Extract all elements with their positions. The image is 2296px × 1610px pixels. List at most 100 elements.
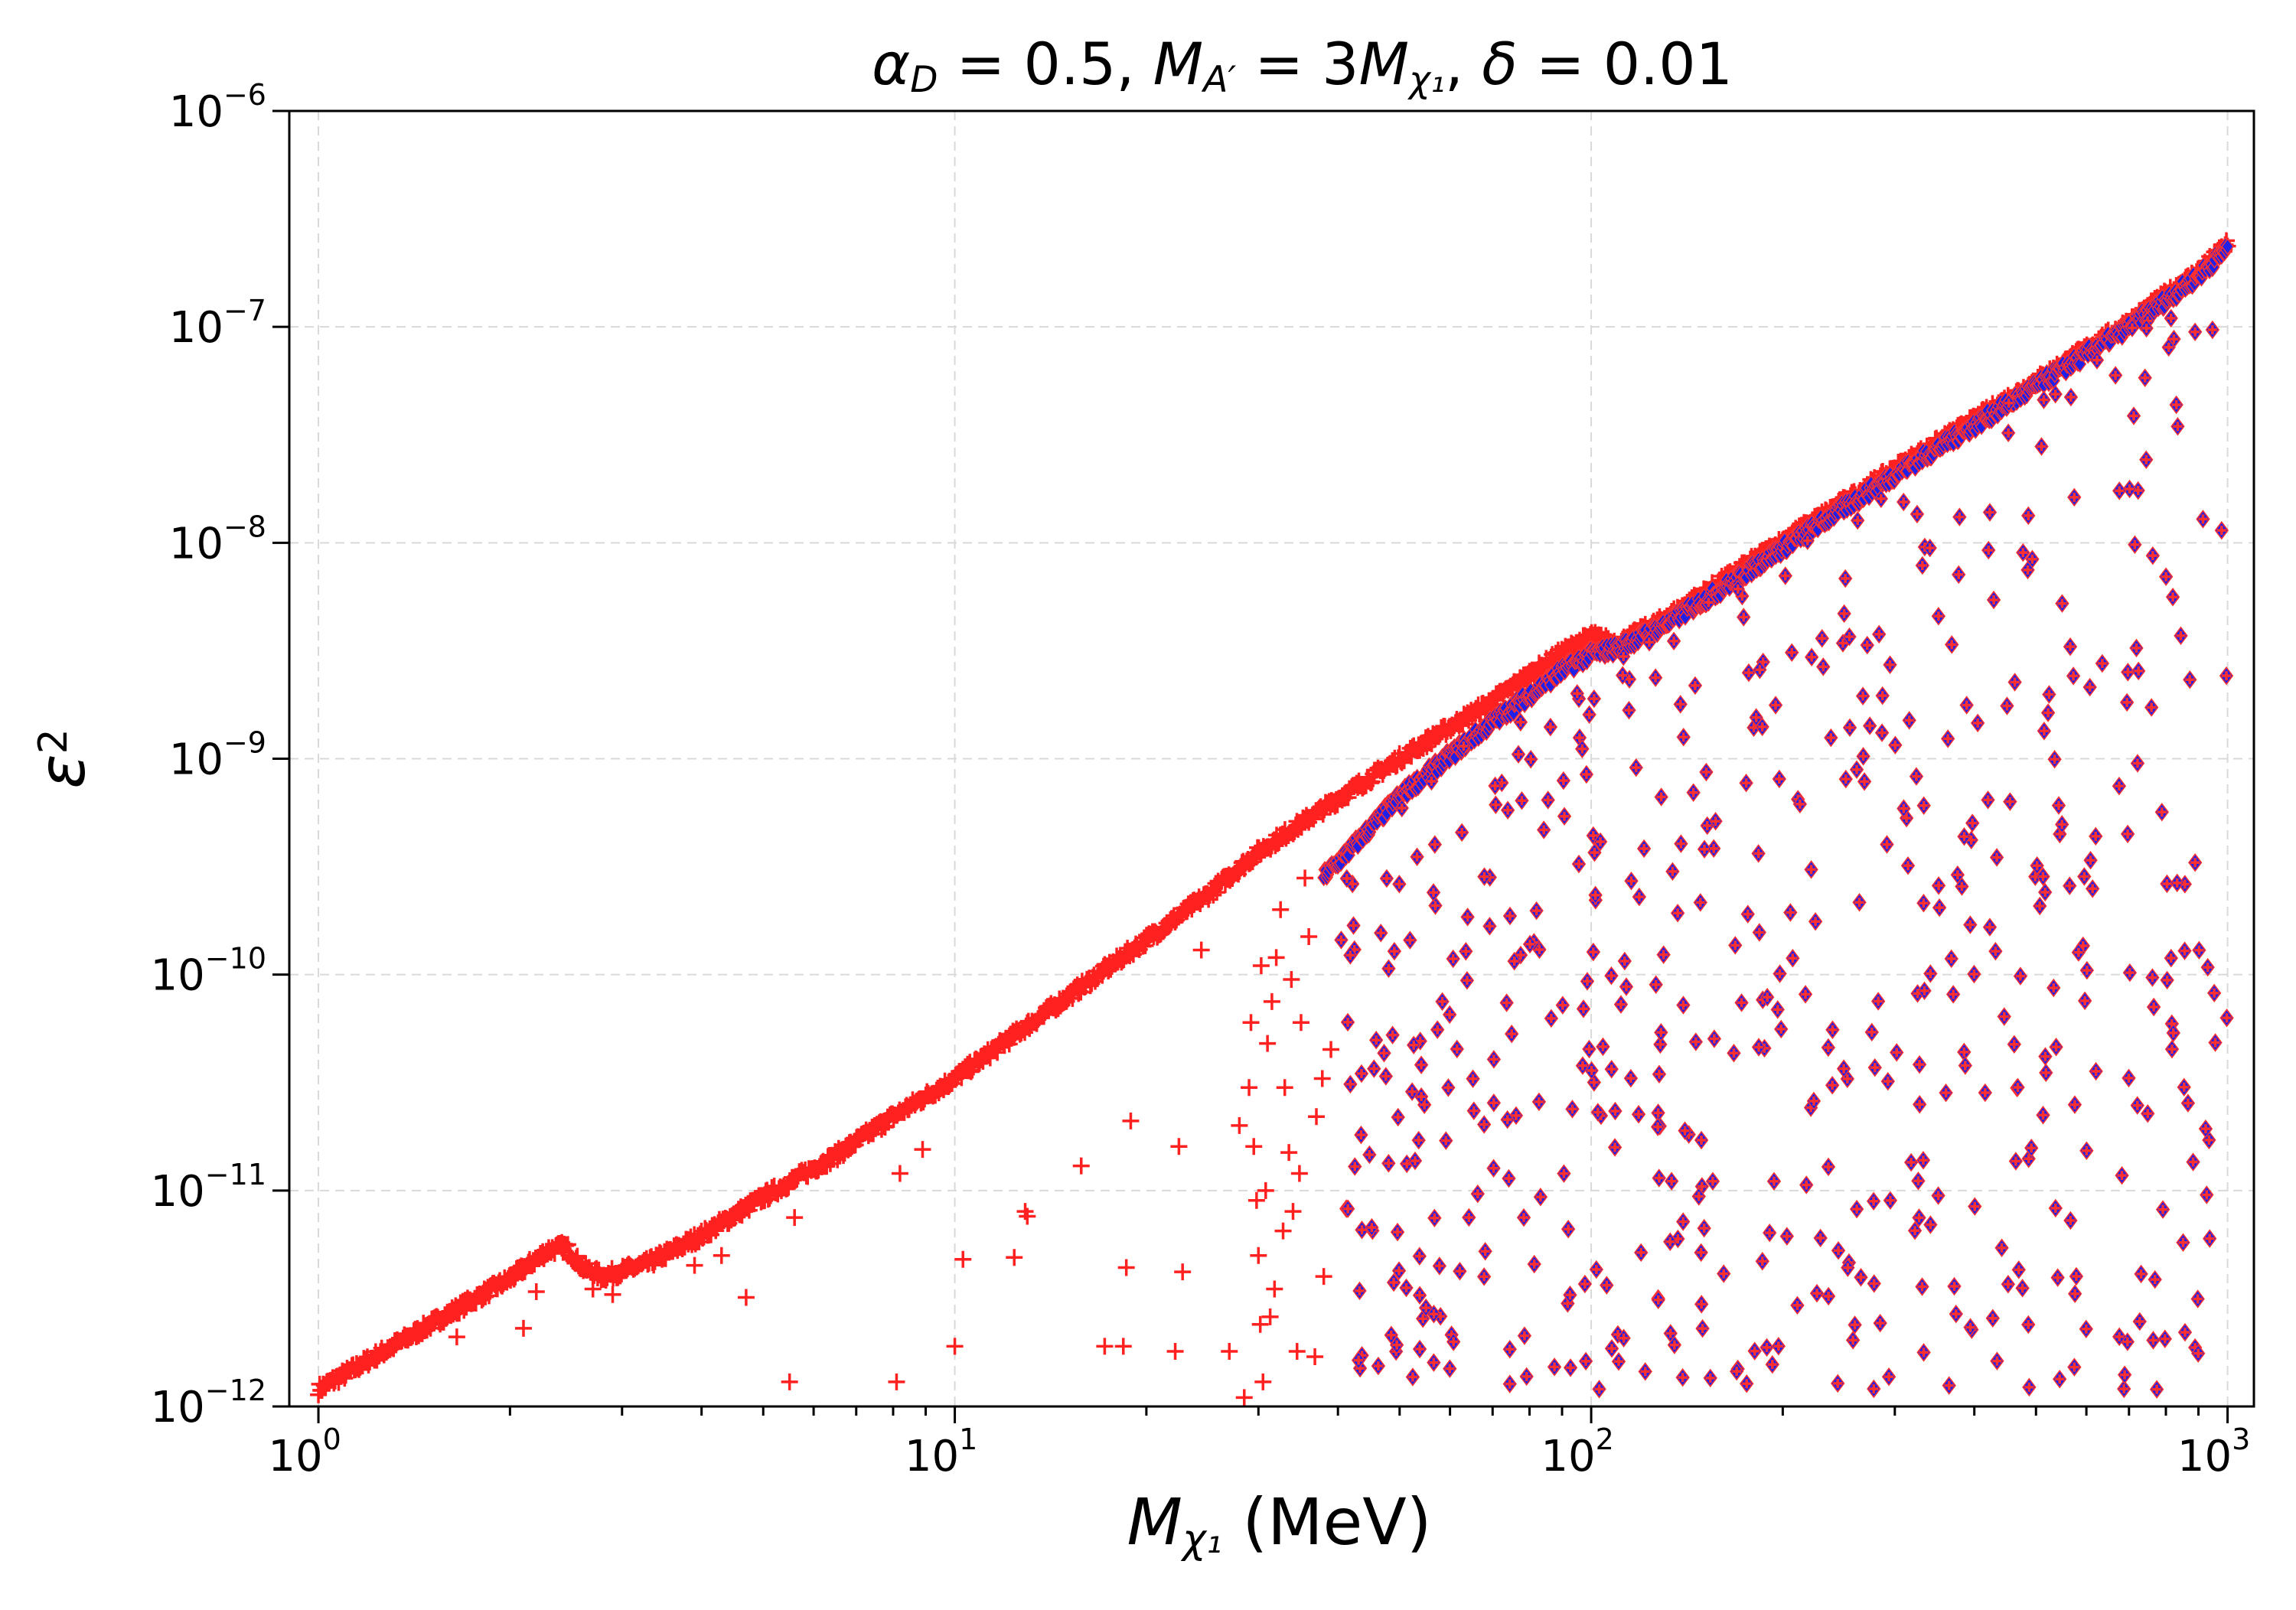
- data-point-plus: [1763, 992, 1773, 1002]
- data-point-plus: [1393, 1227, 1402, 1237]
- data-point-plus: [2157, 807, 2167, 817]
- data-point-plus: [1394, 879, 1404, 889]
- data-point-plus: [1274, 1222, 1292, 1240]
- grid: [289, 110, 2254, 1407]
- axis-ticks: [272, 109, 2229, 1423]
- data-point-plus: [1515, 950, 1525, 960]
- data-point-plus: [1811, 917, 1821, 927]
- data-point-plus: [1925, 543, 1935, 553]
- data-point-plus: [2179, 1082, 2189, 1092]
- data-point-plus: [2152, 1384, 2162, 1394]
- data-point-plus: [1505, 1379, 1515, 1389]
- data-point-plus: [1656, 1028, 1666, 1038]
- data-point-plus: [1651, 673, 1661, 683]
- data-point-plus: [1557, 1000, 1567, 1010]
- data-point-plus: [448, 1328, 465, 1346]
- data-point-plus: [2131, 643, 2141, 653]
- data-point-plus: [2069, 492, 2079, 502]
- data-point-plus: [1914, 1213, 1924, 1223]
- data-point-plus: [1842, 1074, 1852, 1084]
- data-point-plus: [1902, 813, 1912, 823]
- data-point-plus: [1543, 795, 1553, 805]
- x-tick-label: 102: [1541, 1423, 1613, 1481]
- data-point-plus: [1247, 1191, 1265, 1209]
- data-point-plus: [2004, 428, 2014, 438]
- data-point-plus: [1584, 1045, 1594, 1054]
- data-point-plus: [1753, 849, 1763, 859]
- data-point-plus: [946, 1338, 964, 1355]
- data-point-plus: [1414, 1251, 1424, 1261]
- data-point-plus: [1388, 1030, 1397, 1040]
- data-point-plus: [1373, 1361, 1383, 1371]
- data-point-plus: [1114, 1338, 1132, 1355]
- data-point-plus: [1322, 1041, 1340, 1058]
- data-point-plus: [1350, 1162, 1360, 1172]
- data-point-plus: [1742, 1379, 1752, 1389]
- data-point-plus: [2111, 370, 2121, 380]
- data-point-plus: [1991, 947, 2001, 957]
- data-point-plus: [2091, 1067, 2101, 1077]
- data-point-plus: [1397, 803, 1407, 813]
- data-point-plus: [1174, 1263, 1192, 1281]
- data-point-plus: [2141, 455, 2151, 464]
- data-point-plus: [2024, 510, 2033, 520]
- data-point-plus: [2143, 1109, 2153, 1119]
- data-point-plus: [2115, 1331, 2125, 1341]
- data-point-plus: [1581, 769, 1591, 779]
- data-point-plus: [1618, 670, 1628, 680]
- data-point-plus: [2027, 554, 2037, 564]
- y-tick-label: 10−8: [169, 510, 266, 569]
- data-point-plus: [1461, 947, 1471, 957]
- data-point-plus: [2147, 702, 2157, 712]
- data-point-plus: [1369, 1064, 1379, 1074]
- data-point-plus: [2009, 1039, 2019, 1049]
- data-point-plus: [1743, 909, 1753, 919]
- data-point-plus: [1365, 1150, 1375, 1160]
- data-point-plus: [1732, 1367, 1742, 1377]
- data-point-plus: [1918, 1155, 1928, 1165]
- data-point-plus: [1926, 1220, 1936, 1230]
- data-point-plus: [1788, 953, 1798, 963]
- data-point-plus: [1818, 662, 1828, 672]
- data-point-plus: [2044, 689, 2054, 699]
- data-point-plus: [2222, 1013, 2232, 1023]
- data-point-plus: [2097, 659, 2107, 669]
- data-point-plus: [1521, 1371, 1531, 1381]
- data-point-plus: [1919, 986, 1929, 996]
- data-point-plus: [1284, 1203, 1302, 1221]
- data-point-plus: [2128, 323, 2138, 333]
- data-point-plus: [1769, 1176, 1779, 1186]
- data-point-plus: [1653, 1108, 1663, 1118]
- data-point-plus: [1667, 1176, 1677, 1186]
- data-point-plus: [1389, 1277, 1399, 1287]
- data-point-plus: [1429, 1357, 1439, 1367]
- data-point-plus: [2129, 411, 2139, 421]
- data-point-plus: [1122, 1112, 1140, 1129]
- data-point-plus: [2018, 548, 2028, 558]
- data-point-plus: [2017, 1283, 2027, 1293]
- data-point-plus: [1430, 901, 1440, 911]
- data-point-plus: [2180, 1328, 2190, 1338]
- data-point-plus: [2164, 342, 2174, 352]
- data-point-plus: [737, 1289, 755, 1306]
- series-red-plus: [310, 232, 2236, 1406]
- data-point-plus: [1741, 778, 1751, 788]
- data-point-plus: [1665, 1237, 1675, 1247]
- data-point-plus: [1313, 1070, 1331, 1087]
- data-point-plus: [1919, 800, 1929, 810]
- data-point-plus: [1272, 901, 1290, 918]
- data-point-plus: [2114, 781, 2124, 791]
- y-tick-label: 10−10: [151, 942, 266, 1001]
- data-point-plus: [2178, 1237, 2188, 1247]
- data-point-plus: [2162, 975, 2172, 985]
- data-point-plus: [1698, 1324, 1707, 1334]
- y-tick-label: 10−9: [169, 726, 266, 785]
- data-point-plus: [1743, 668, 1753, 678]
- data-point-plus: [1883, 1077, 1893, 1087]
- data-point-plus: [2051, 1042, 2061, 1052]
- data-point-plus: [1828, 1025, 1838, 1035]
- data-point-plus: [1560, 811, 1570, 821]
- data-point-plus: [2070, 1289, 2080, 1299]
- data-point-plus: [1838, 638, 1848, 648]
